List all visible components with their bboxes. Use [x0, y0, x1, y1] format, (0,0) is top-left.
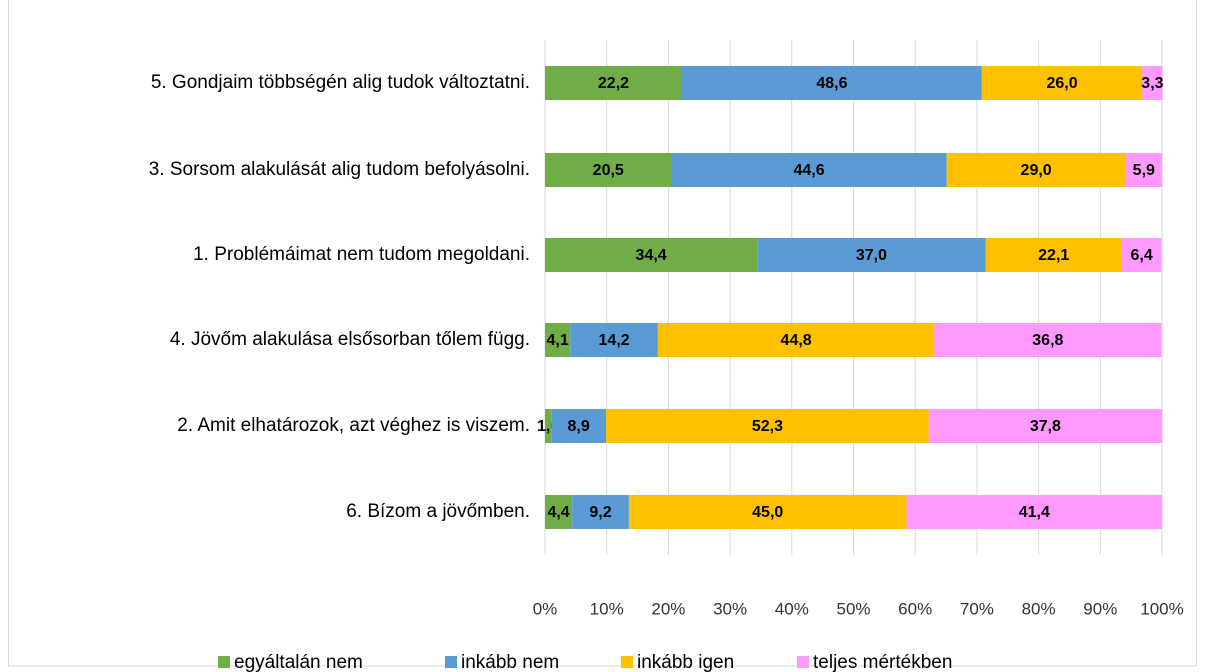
data-label: 6,4 [1131, 247, 1153, 264]
data-label: 8,9 [568, 418, 590, 435]
legend-swatch [797, 656, 809, 668]
x-tick-label: 40% [775, 599, 809, 618]
data-label: 34,4 [636, 247, 667, 264]
x-tick-label: 80% [1022, 599, 1056, 618]
bar-segment [757, 238, 986, 272]
bar-segment [545, 66, 682, 100]
legend-swatch [621, 656, 633, 668]
data-label: 44,6 [794, 162, 825, 179]
bar-segment [545, 495, 573, 529]
data-label: 29,0 [1021, 162, 1052, 179]
data-label: 37,0 [856, 247, 887, 264]
data-label: 45,0 [752, 504, 783, 521]
bar-segment [545, 238, 758, 272]
category-label: 4. Jövőm alakulása elsősorban tőlem függ… [170, 329, 530, 350]
bar-segment [572, 495, 629, 529]
bar-segment [657, 323, 935, 357]
legend-label: inkább nem [461, 652, 559, 672]
category-label: 3. Sorsom alakulását alig tudom befolyás… [149, 159, 530, 180]
bar-segment [981, 66, 1143, 100]
data-label: 36,8 [1032, 332, 1063, 349]
category-label: 6. Bízom a jövőmben. [346, 501, 530, 522]
bar-segment [545, 323, 571, 357]
x-tick-label: 60% [898, 599, 932, 618]
bar-segment [671, 153, 947, 187]
bar-segment [928, 409, 1162, 443]
data-label: 44,8 [781, 332, 812, 349]
bar-segment [545, 409, 552, 443]
data-label: 4,1 [547, 332, 569, 349]
x-tick-label: 0% [533, 599, 558, 618]
legend-swatch [445, 656, 457, 668]
category-label: 2. Amit elhatározok, azt véghez is visze… [177, 415, 530, 436]
x-tick-label: 90% [1083, 599, 1117, 618]
x-tick-label: 100% [1140, 599, 1183, 618]
legend-label: inkább igen [637, 652, 734, 672]
bar-segment [606, 409, 929, 443]
data-label: 5,9 [1133, 162, 1155, 179]
data-label: 14,2 [599, 332, 630, 349]
bar-segment [570, 323, 658, 357]
x-tick-label: 10% [590, 599, 624, 618]
bar-segment [1125, 153, 1162, 187]
bar-segment [545, 153, 672, 187]
x-tick-label: 70% [960, 599, 994, 618]
x-tick-label: 30% [713, 599, 747, 618]
data-label: 9,2 [589, 504, 611, 521]
x-tick-label: 20% [651, 599, 685, 618]
x-tick-label: 50% [836, 599, 870, 618]
category-label: 1. Problémáimat nem tudom megoldani. [193, 244, 530, 265]
data-label: 3,3 [1141, 75, 1163, 92]
bar-segment [1121, 238, 1162, 272]
bar-segment [681, 66, 982, 100]
legend-swatch [218, 656, 230, 668]
category-label: 5. Gondjaim többségén alig tudok változt… [151, 72, 530, 93]
data-label: 26,0 [1046, 75, 1077, 92]
data-label: 52,3 [752, 418, 783, 435]
data-label: 41,4 [1019, 504, 1050, 521]
data-label: 22,1 [1038, 247, 1069, 264]
bar-segment [934, 323, 1162, 357]
bar-segment [906, 495, 1162, 529]
bar-segment [946, 153, 1126, 187]
bar-segment [628, 495, 907, 529]
data-label: 48,6 [816, 75, 847, 92]
data-label: 4,4 [547, 504, 569, 521]
legend-label: egyáltalán nem [234, 652, 363, 672]
bar-segment [1142, 66, 1163, 100]
data-label: 20,5 [593, 162, 624, 179]
bar-segment [985, 238, 1122, 272]
data-label: 22,2 [598, 75, 629, 92]
data-label: 37,8 [1030, 418, 1061, 435]
legend-label: teljes mértékben [813, 652, 952, 672]
bar-segment [551, 409, 607, 443]
